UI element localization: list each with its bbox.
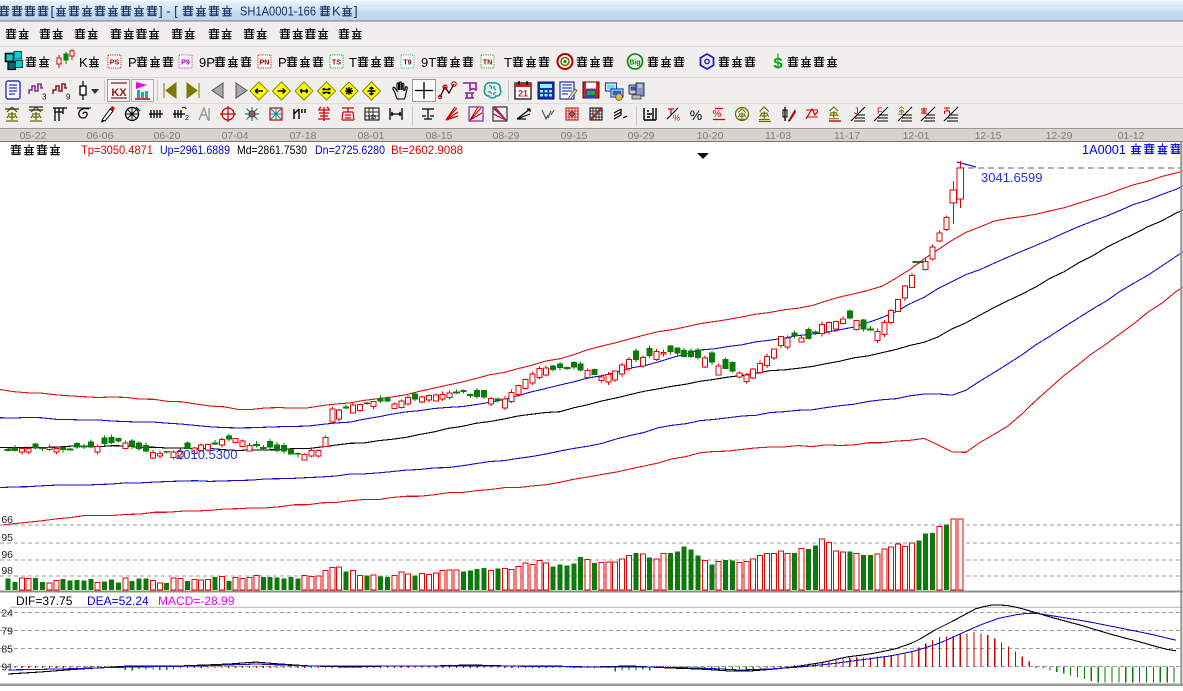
svg-text:2010.5300: 2010.5300 — [176, 447, 237, 462]
svg-text:%: % — [690, 107, 702, 123]
svg-text:08-01: 08-01 — [358, 130, 385, 142]
svg-text:T: T — [504, 55, 512, 70]
svg-text:12-29: 12-29 — [1046, 130, 1073, 142]
svg-text:06-06: 06-06 — [87, 130, 114, 142]
svg-text:Tp=3050.4871: Tp=3050.4871 — [81, 143, 153, 157]
svg-text:79: 79 — [1, 626, 13, 638]
svg-text:08-15: 08-15 — [426, 130, 453, 142]
svg-text:1A0001: 1A0001 — [1082, 142, 1126, 157]
svg-text:PN: PN — [260, 58, 270, 67]
svg-text:98: 98 — [1, 565, 13, 577]
svg-text:[: [ — [51, 4, 55, 19]
svg-text:96: 96 — [1, 549, 13, 561]
svg-text:K: K — [79, 55, 88, 70]
svg-text:Dn=2725.6280: Dn=2725.6280 — [315, 143, 385, 157]
svg-text:%: % — [673, 114, 680, 123]
svg-text:TS: TS — [332, 58, 341, 67]
svg-text:91: 91 — [1, 662, 13, 674]
svg-text:07-18: 07-18 — [290, 130, 317, 142]
svg-text:F: F — [877, 106, 883, 116]
svg-text:9T: 9T — [421, 55, 436, 70]
svg-text:21: 21 — [518, 89, 528, 99]
svg-text:TN: TN — [483, 58, 493, 67]
svg-text:06-20: 06-20 — [154, 130, 181, 142]
svg-text:] - [: ] - [ — [159, 4, 178, 19]
svg-text:10-20: 10-20 — [697, 130, 724, 142]
svg-text:P9: P9 — [181, 58, 190, 67]
svg-text:KX: KX — [111, 87, 127, 99]
svg-text:123: 123 — [368, 115, 377, 121]
svg-text:05-22: 05-22 — [20, 130, 47, 142]
svg-text:9P: 9P — [199, 55, 215, 70]
svg-text:11-03: 11-03 — [765, 130, 791, 142]
svg-text:95: 95 — [1, 532, 13, 544]
svg-text:]: ] — [354, 4, 358, 19]
svg-text:12-01: 12-01 — [903, 130, 930, 142]
svg-text:9: 9 — [66, 93, 71, 102]
svg-text:MACD=-28.99: MACD=-28.99 — [158, 594, 235, 608]
svg-text:24: 24 — [1, 608, 13, 620]
svg-text:09-29: 09-29 — [628, 130, 655, 142]
svg-text:T9: T9 — [403, 58, 411, 67]
svg-text:Md=2861.7530: Md=2861.7530 — [237, 143, 307, 157]
svg-text:11-17: 11-17 — [834, 130, 860, 142]
svg-text:P: P — [128, 55, 137, 70]
svg-text:85: 85 — [1, 644, 13, 656]
svg-text:DEA=52.24: DEA=52.24 — [87, 594, 149, 608]
svg-text:3041.6599: 3041.6599 — [981, 170, 1042, 185]
svg-text:P: P — [278, 55, 287, 70]
svg-text:01-12: 01-12 — [1118, 130, 1145, 142]
svg-text:Bt=2602.9088: Bt=2602.9088 — [391, 143, 463, 157]
svg-text:09-15: 09-15 — [561, 130, 588, 142]
svg-text:Up=2961.6889: Up=2961.6889 — [160, 143, 230, 157]
svg-text:07-04: 07-04 — [222, 130, 249, 142]
svg-text:66: 66 — [1, 514, 13, 526]
svg-text:J: J — [854, 106, 859, 116]
svg-text:12-15: 12-15 — [975, 130, 1002, 142]
svg-text:SH1A0001-166: SH1A0001-166 — [240, 4, 316, 19]
svg-text:%: % — [713, 109, 722, 120]
svg-text:DIF=37.75: DIF=37.75 — [16, 594, 73, 608]
svg-text:08-29: 08-29 — [493, 130, 520, 142]
svg-text:T: T — [349, 55, 357, 70]
svg-text:3: 3 — [42, 93, 47, 102]
svg-text:PS: PS — [110, 58, 120, 67]
svg-text:K: K — [332, 4, 341, 19]
svg-text:2: 2 — [185, 115, 189, 122]
svg-text:Big: Big — [629, 60, 640, 67]
